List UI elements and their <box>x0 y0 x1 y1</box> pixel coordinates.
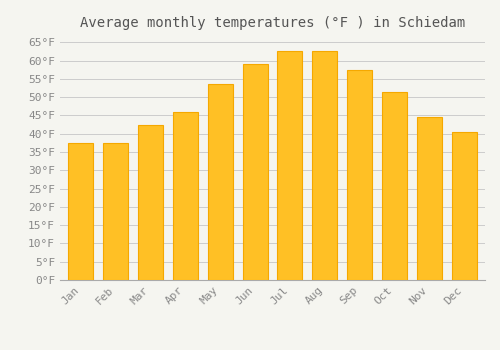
Bar <box>417 117 442 280</box>
Bar <box>312 51 338 280</box>
Bar <box>68 143 94 280</box>
Bar <box>278 51 302 280</box>
Bar <box>452 132 477 280</box>
Bar <box>138 125 163 280</box>
Bar <box>347 70 372 280</box>
Title: Average monthly temperatures (°F ) in Schiedam: Average monthly temperatures (°F ) in Sc… <box>80 16 465 30</box>
Bar <box>103 143 128 280</box>
Bar <box>382 92 407 280</box>
Bar <box>208 84 233 280</box>
Bar <box>242 64 268 280</box>
Bar <box>173 112 198 280</box>
